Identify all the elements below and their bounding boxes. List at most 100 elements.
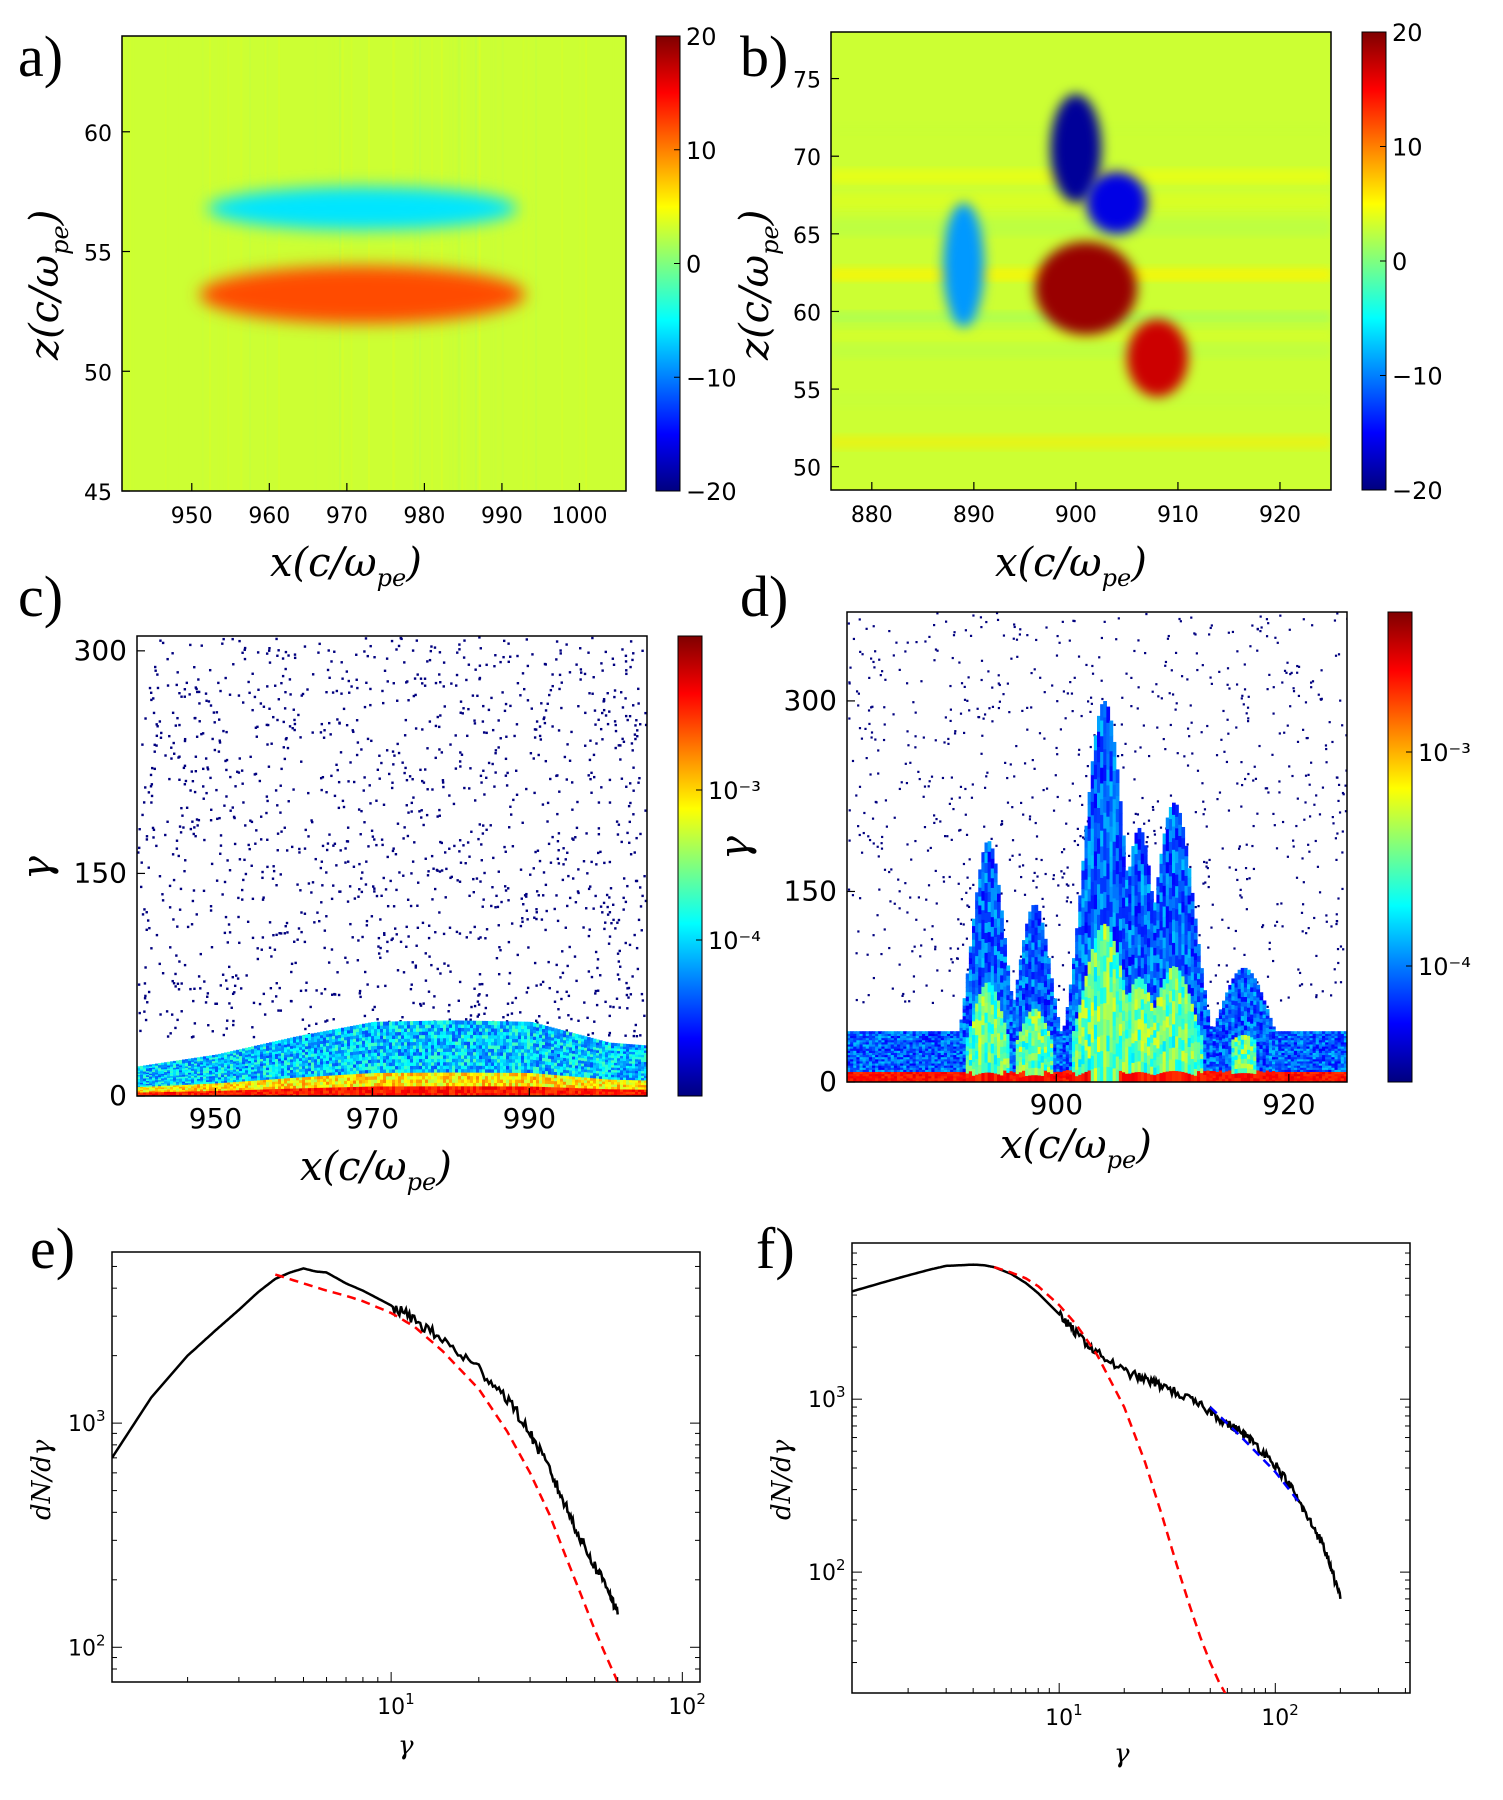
density-cell [485, 1051, 489, 1056]
density-cell [164, 1088, 168, 1091]
particle-dot [626, 831, 629, 835]
particle-dot [268, 647, 271, 650]
density-cell [140, 1068, 144, 1071]
density-cell [362, 1059, 366, 1064]
density-cell [506, 1058, 510, 1063]
particle-dot [636, 735, 639, 738]
particle-dot [209, 704, 213, 707]
density-cell [377, 1062, 381, 1067]
particle-dot [288, 725, 292, 728]
x-tick-label: 920 [1259, 503, 1301, 528]
particle-dot [268, 946, 272, 949]
density-cell [206, 1065, 210, 1068]
particle-dot [280, 681, 283, 685]
density-cell [500, 1024, 504, 1029]
density-cell [257, 1075, 261, 1079]
density-cell [491, 1065, 495, 1070]
density-cell [479, 1048, 483, 1053]
density-cell [137, 1071, 141, 1074]
heatmap-streak [449, 36, 452, 491]
particle-dot [150, 783, 154, 786]
density-cell [176, 1087, 180, 1091]
density-cell [248, 1075, 252, 1079]
density-cell [359, 1089, 363, 1094]
density-cell [470, 1051, 474, 1056]
density-cell [359, 1047, 363, 1051]
density-cell [413, 1044, 417, 1049]
density-cell [155, 1072, 159, 1075]
density-cell [320, 1093, 324, 1096]
particle-dot [325, 871, 328, 874]
density-cell [161, 1094, 165, 1096]
density-cell [323, 1066, 327, 1071]
density-cell [233, 1052, 237, 1056]
density-cell [428, 1044, 432, 1049]
density-cell [254, 1050, 258, 1054]
particle-dot [153, 750, 156, 753]
particle-dot [474, 668, 477, 671]
particle-dot [149, 785, 153, 788]
density-cell [512, 1038, 516, 1043]
density-cell [230, 1077, 234, 1081]
particle-dot [139, 885, 143, 889]
density-cell [506, 1041, 510, 1046]
density-cell [572, 1053, 576, 1057]
density-cell [434, 1092, 438, 1096]
density-cell [260, 1070, 264, 1074]
density-cell [548, 1067, 552, 1072]
density-cell [272, 1041, 276, 1045]
density-cell [236, 1093, 240, 1096]
density-cell [353, 1073, 357, 1078]
density-cell [407, 1085, 411, 1090]
density-cell [296, 1044, 300, 1048]
density-cell [305, 1048, 309, 1052]
particle-dot [551, 835, 554, 839]
particle-dot [414, 964, 418, 967]
density-cell [188, 1075, 192, 1078]
density-cell [572, 1044, 576, 1049]
particle-dot [360, 877, 363, 880]
density-cell [332, 1056, 336, 1061]
density-cell [140, 1071, 144, 1074]
particle-dot [608, 1014, 611, 1018]
density-cell [140, 1072, 144, 1075]
density-cell [158, 1072, 162, 1075]
particle-dot [458, 648, 461, 651]
density-cell [248, 1062, 252, 1066]
density-cell [515, 1082, 519, 1087]
particle-dot [192, 999, 195, 1003]
density-cell [428, 1092, 432, 1096]
density-cell [317, 1064, 321, 1068]
density-cell [377, 1035, 381, 1040]
density-cell [269, 1074, 273, 1078]
density-cell [386, 1035, 390, 1040]
density-cell [368, 1059, 372, 1064]
density-cell [587, 1047, 591, 1052]
density-cell [425, 1031, 429, 1036]
density-cell [200, 1081, 204, 1085]
density-cell [593, 1072, 597, 1076]
density-cell [197, 1078, 201, 1081]
density-cell [233, 1067, 237, 1070]
density-cell [491, 1041, 495, 1046]
density-cell [194, 1076, 198, 1080]
density-cell [311, 1041, 315, 1046]
particle-dot [449, 876, 452, 880]
density-cell [311, 1061, 315, 1066]
density-cell [491, 1051, 495, 1056]
particle-dot [639, 905, 643, 908]
heatmap-streak [418, 36, 421, 491]
density-cell [290, 1077, 294, 1081]
density-cell [542, 1050, 546, 1055]
particle-dot [405, 925, 408, 929]
density-cell [299, 1038, 303, 1042]
particle-dot [499, 949, 502, 952]
density-cell [191, 1063, 195, 1066]
density-cell [395, 1085, 399, 1090]
particle-dot [521, 917, 524, 920]
density-cell [260, 1077, 264, 1081]
density-cell [398, 1034, 402, 1039]
particle-dot [329, 733, 332, 736]
particle-dot [571, 808, 574, 811]
density-cell [557, 1068, 561, 1073]
